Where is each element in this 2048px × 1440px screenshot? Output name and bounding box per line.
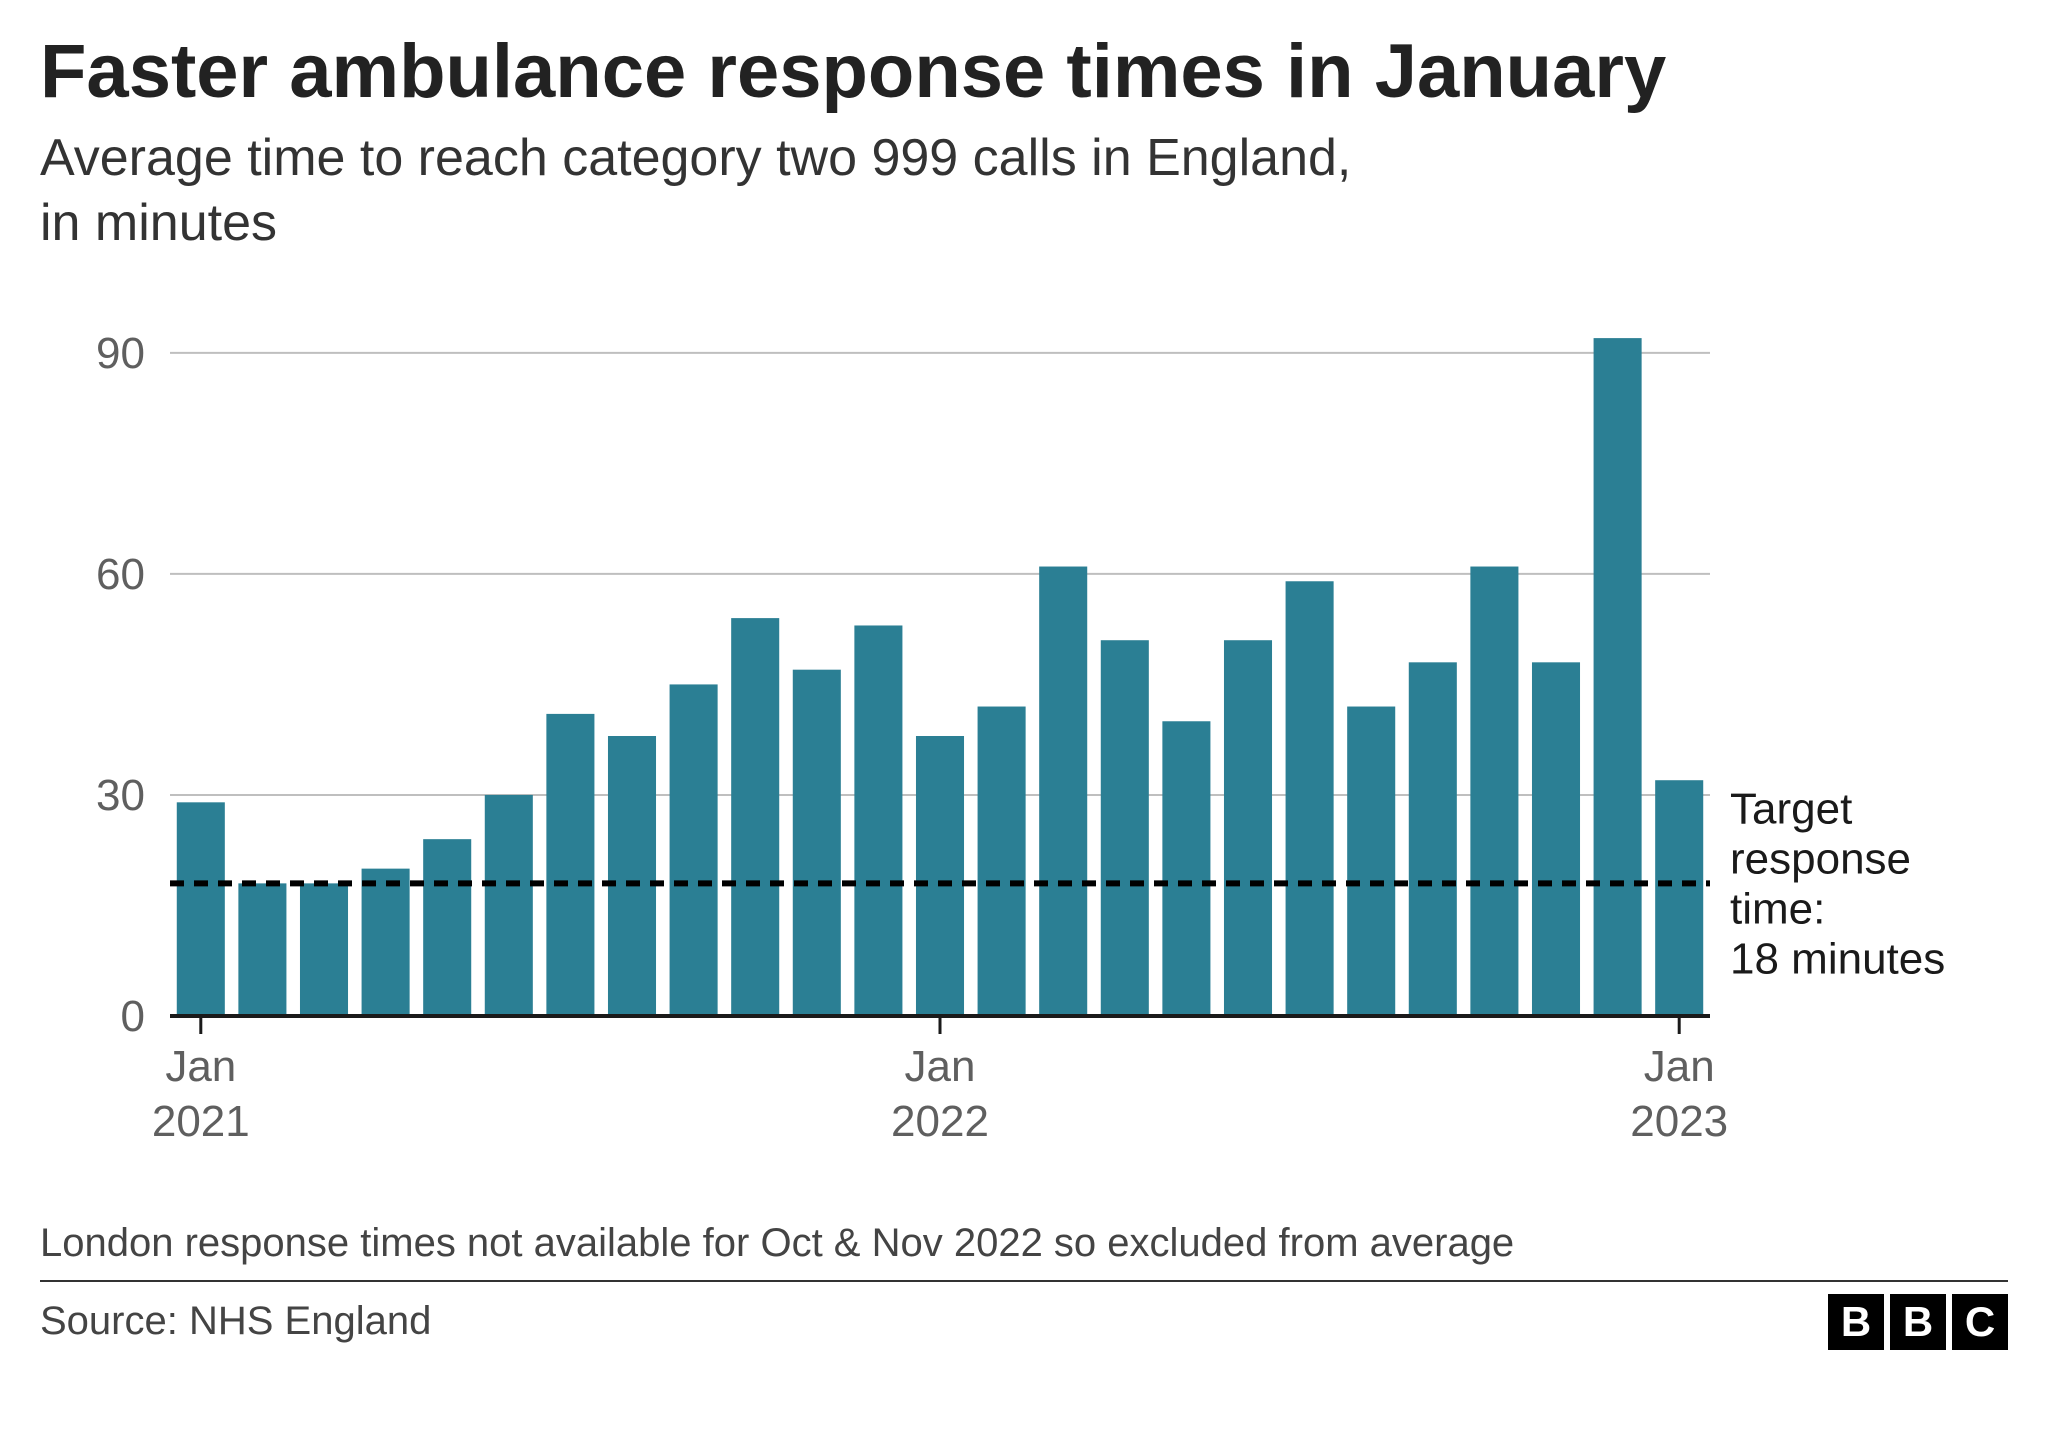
y-tick-label: 90 — [96, 328, 145, 377]
bar — [916, 736, 964, 1016]
bar-chart: 0 30 60 90 Jan 2021 Jan 2022 Jan 2023 Targetrespon… — [40, 306, 2000, 1186]
chart-subtitle: Average time to reach category two 999 c… — [40, 126, 2008, 256]
bar — [1347, 706, 1395, 1015]
y-tick-label: 30 — [96, 771, 145, 820]
source-text: Source: NHS England — [40, 1299, 431, 1344]
bar — [300, 883, 348, 1016]
target-annotation: 18 minutes — [1730, 934, 1945, 983]
x-tick-label: Jan — [1644, 1042, 1715, 1091]
y-tick-label: 0 — [121, 992, 145, 1041]
bar — [1655, 780, 1703, 1016]
bar — [1594, 338, 1642, 1016]
bar — [978, 706, 1026, 1015]
bar — [1286, 581, 1334, 1016]
bar — [1409, 662, 1457, 1016]
x-tick-label: Jan — [165, 1042, 236, 1091]
bbc-logo: BBC — [1828, 1294, 2008, 1350]
bar — [238, 883, 286, 1016]
bar — [793, 669, 841, 1015]
x-tick-label: Jan — [905, 1042, 976, 1091]
bar — [177, 802, 225, 1016]
bar — [1224, 640, 1272, 1016]
chart-footnote: London response times not available for … — [40, 1221, 2008, 1282]
bar — [1101, 640, 1149, 1016]
target-annotation: Target — [1730, 784, 1852, 833]
bar — [546, 713, 594, 1015]
bar — [423, 839, 471, 1016]
bar — [485, 795, 533, 1016]
bar — [1039, 566, 1087, 1015]
x-tick-label: 2021 — [152, 1097, 250, 1146]
y-tick-label: 60 — [96, 549, 145, 598]
chart-svg: 0 30 60 90 Jan 2021 Jan 2022 Jan 2023 Targetrespon… — [40, 306, 2000, 1176]
footer-row: Source: NHS England BBC — [40, 1282, 2008, 1350]
bbc-logo-box: C — [1952, 1294, 2008, 1350]
chart-title: Faster ambulance response times in Janua… — [40, 30, 2008, 114]
bar — [731, 618, 779, 1016]
bar — [1532, 662, 1580, 1016]
bar — [608, 736, 656, 1016]
bar — [670, 684, 718, 1016]
bbc-logo-box: B — [1890, 1294, 1946, 1350]
bar — [1162, 721, 1210, 1016]
bar — [1470, 566, 1518, 1015]
bar — [362, 868, 410, 1015]
x-tick-label: 2023 — [1630, 1097, 1728, 1146]
target-annotation: response — [1730, 834, 1911, 883]
x-tick-label: 2022 — [891, 1097, 989, 1146]
bbc-logo-box: B — [1828, 1294, 1884, 1350]
target-annotation: time: — [1730, 884, 1825, 933]
bar — [854, 625, 902, 1016]
